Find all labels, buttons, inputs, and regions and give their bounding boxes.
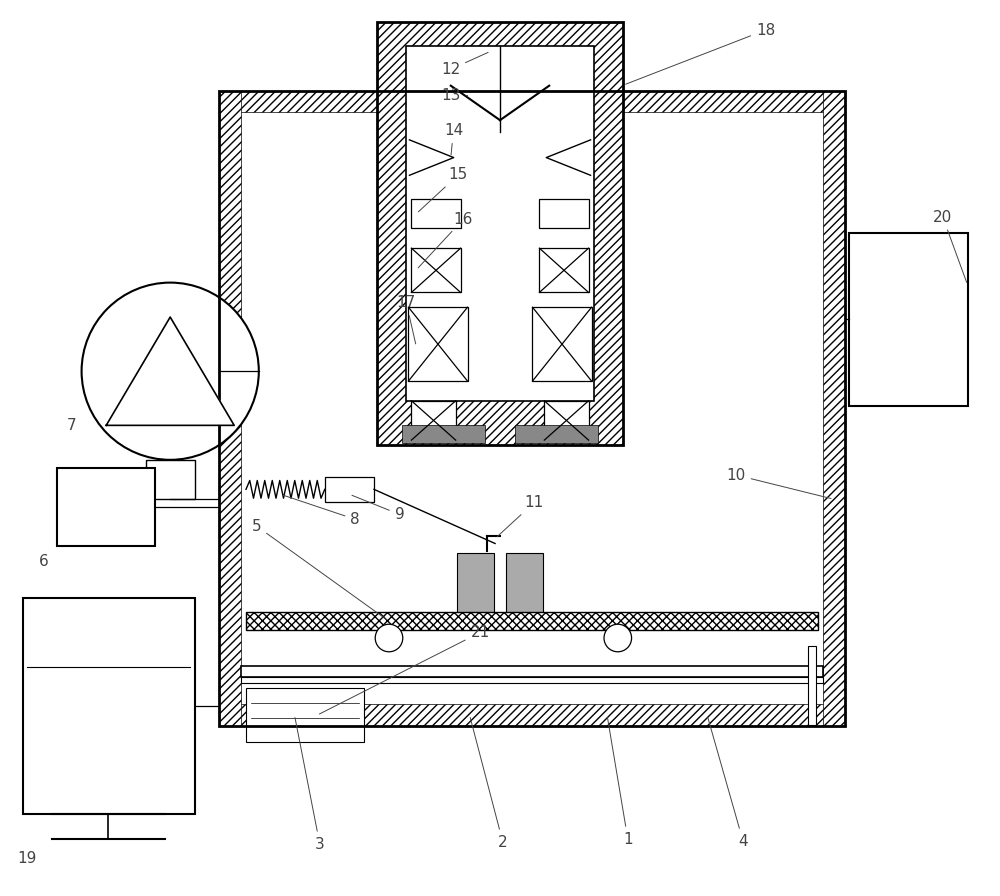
Text: 1: 1 bbox=[607, 718, 633, 847]
Bar bbox=[539, 248, 589, 292]
Text: 19: 19 bbox=[18, 851, 37, 866]
Bar bbox=[411, 401, 456, 440]
Bar bbox=[402, 426, 485, 444]
Text: 7: 7 bbox=[67, 418, 76, 433]
Text: 21: 21 bbox=[319, 625, 490, 714]
Bar bbox=[377, 22, 623, 445]
Text: 6: 6 bbox=[39, 554, 49, 569]
Text: 4: 4 bbox=[708, 718, 748, 849]
Bar bbox=[23, 598, 195, 814]
Text: 3: 3 bbox=[295, 718, 325, 852]
Bar bbox=[539, 199, 589, 228]
Bar bbox=[823, 90, 845, 726]
Bar bbox=[808, 646, 816, 725]
Bar bbox=[408, 307, 468, 381]
Circle shape bbox=[82, 282, 259, 460]
Bar bbox=[146, 460, 195, 499]
Bar bbox=[515, 426, 598, 444]
Text: 17: 17 bbox=[397, 295, 416, 344]
Bar bbox=[544, 401, 589, 440]
Text: 10: 10 bbox=[726, 468, 831, 498]
Text: 12: 12 bbox=[441, 52, 488, 77]
Text: 5: 5 bbox=[252, 519, 387, 620]
Bar bbox=[241, 677, 823, 684]
Bar bbox=[219, 90, 845, 726]
Circle shape bbox=[375, 625, 403, 651]
Polygon shape bbox=[409, 140, 454, 176]
Bar bbox=[506, 554, 543, 617]
Text: 15: 15 bbox=[418, 168, 468, 211]
Bar bbox=[411, 248, 461, 292]
Bar bbox=[411, 199, 461, 228]
Text: 18: 18 bbox=[626, 22, 775, 84]
Bar bbox=[246, 612, 818, 630]
Circle shape bbox=[604, 625, 632, 651]
Text: 2: 2 bbox=[470, 718, 508, 849]
Bar bbox=[219, 90, 845, 112]
Text: 16: 16 bbox=[418, 211, 473, 268]
Text: 14: 14 bbox=[444, 123, 463, 155]
Bar bbox=[246, 688, 364, 743]
Bar bbox=[219, 704, 845, 726]
Bar bbox=[849, 233, 968, 406]
Text: 8: 8 bbox=[283, 495, 360, 527]
Text: 20: 20 bbox=[933, 210, 967, 282]
Text: 9: 9 bbox=[352, 495, 404, 521]
Bar bbox=[406, 47, 594, 401]
Bar bbox=[377, 22, 623, 445]
Bar bbox=[457, 554, 494, 617]
Bar bbox=[241, 666, 823, 677]
Bar bbox=[219, 90, 241, 726]
Bar bbox=[57, 468, 155, 547]
Polygon shape bbox=[106, 317, 234, 426]
Polygon shape bbox=[546, 140, 591, 176]
Bar bbox=[246, 612, 818, 630]
Bar bbox=[532, 307, 592, 381]
Text: 13: 13 bbox=[441, 89, 468, 103]
Bar bbox=[325, 477, 374, 502]
Text: 11: 11 bbox=[497, 495, 544, 537]
